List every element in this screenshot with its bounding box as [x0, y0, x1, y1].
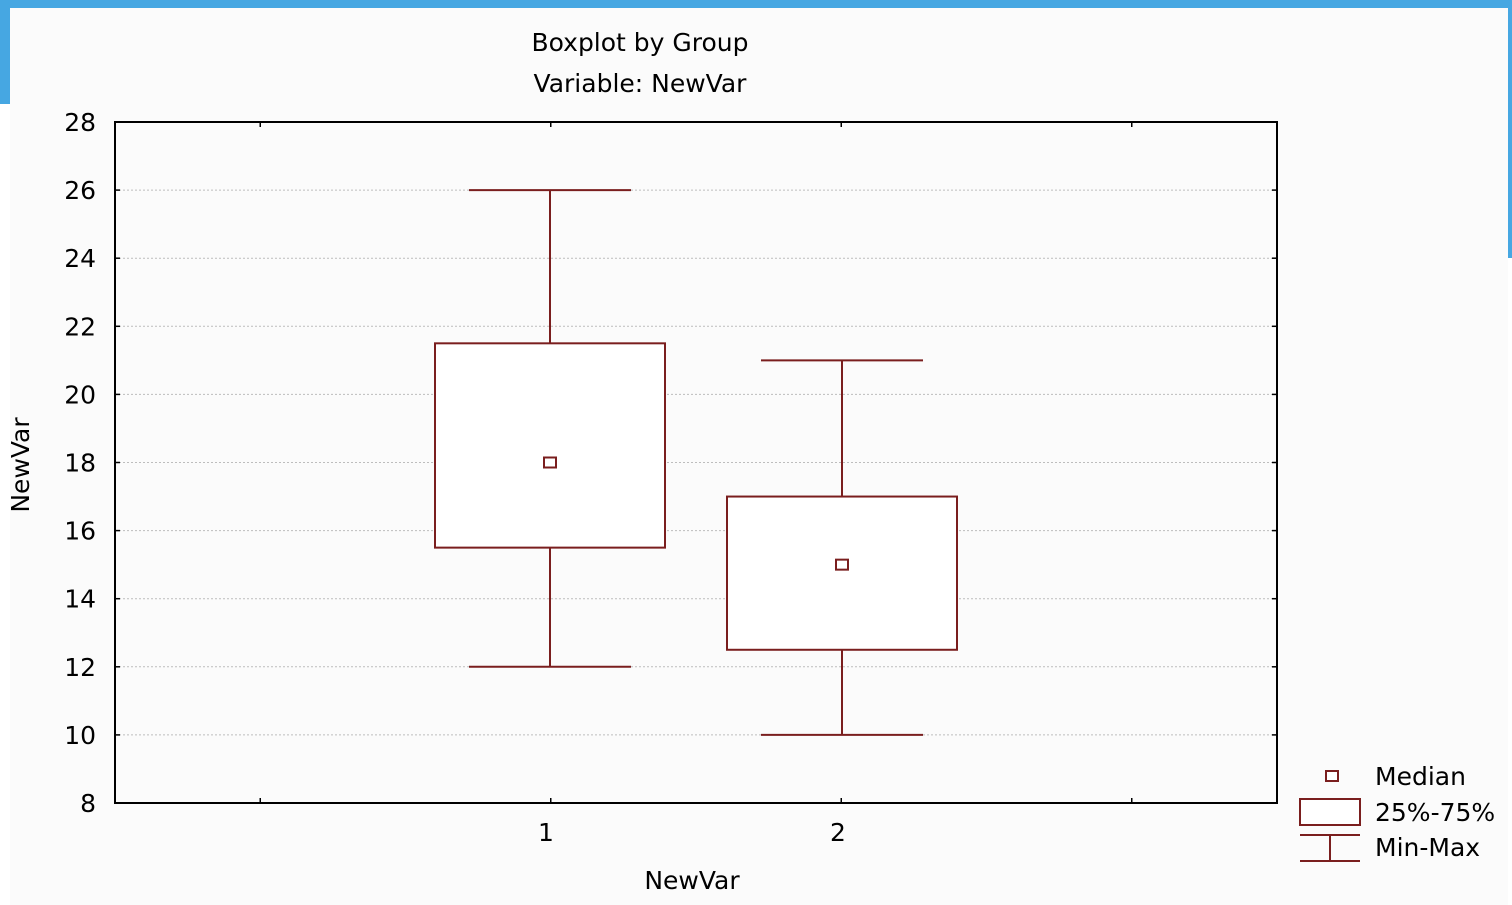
slide-frame-top	[0, 0, 1512, 8]
y-tick-label: 26	[64, 176, 96, 205]
iqr-box	[726, 495, 958, 651]
y-tick-label: 28	[64, 108, 96, 137]
chart-subtitle: Variable: NewVar	[534, 69, 748, 98]
y-tick-label: 22	[64, 312, 96, 341]
y-tick-label: 8	[80, 789, 96, 818]
legend-box-swatch	[1299, 798, 1361, 826]
legend-label: 25%-75%	[1375, 798, 1495, 827]
plot-frame	[114, 121, 1278, 804]
y-axis-label: NewVar	[6, 417, 35, 513]
box-series	[434, 189, 958, 736]
grid-lines	[115, 189, 1277, 736]
legend-item-median: Median	[1325, 762, 1466, 791]
x-axis-label: NewVar	[644, 866, 740, 895]
y-tick-label: 14	[64, 585, 96, 614]
y-tick-label: 16	[64, 517, 96, 546]
y-tick-label: 20	[64, 380, 96, 409]
legend-label: Median	[1375, 762, 1466, 791]
legend-item-box: 25%-75%	[1299, 798, 1495, 827]
median-marker	[543, 456, 557, 469]
y-tick-label: 18	[64, 449, 96, 478]
y-tick-label: 12	[64, 653, 96, 682]
box-group-1	[434, 189, 666, 668]
y-tick-label: 10	[64, 721, 96, 750]
legend: Median 25%-75% Min-Max	[1299, 762, 1495, 862]
x-tick-label: 1	[538, 818, 554, 847]
box-group-2	[726, 359, 958, 736]
slide-frame-left	[0, 0, 10, 104]
median-marker	[835, 558, 849, 571]
legend-label: Min-Max	[1375, 833, 1480, 862]
chart-panel	[10, 8, 1508, 905]
iqr-box	[434, 342, 666, 549]
x-tick-label: 2	[830, 818, 846, 847]
slide-frame-right	[1508, 0, 1512, 258]
legend-median-swatch	[1325, 770, 1339, 782]
y-tick-label: 24	[64, 244, 96, 273]
chart-title: Boxplot by Group	[531, 28, 748, 57]
legend-item-whisker: Min-Max	[1300, 833, 1480, 862]
